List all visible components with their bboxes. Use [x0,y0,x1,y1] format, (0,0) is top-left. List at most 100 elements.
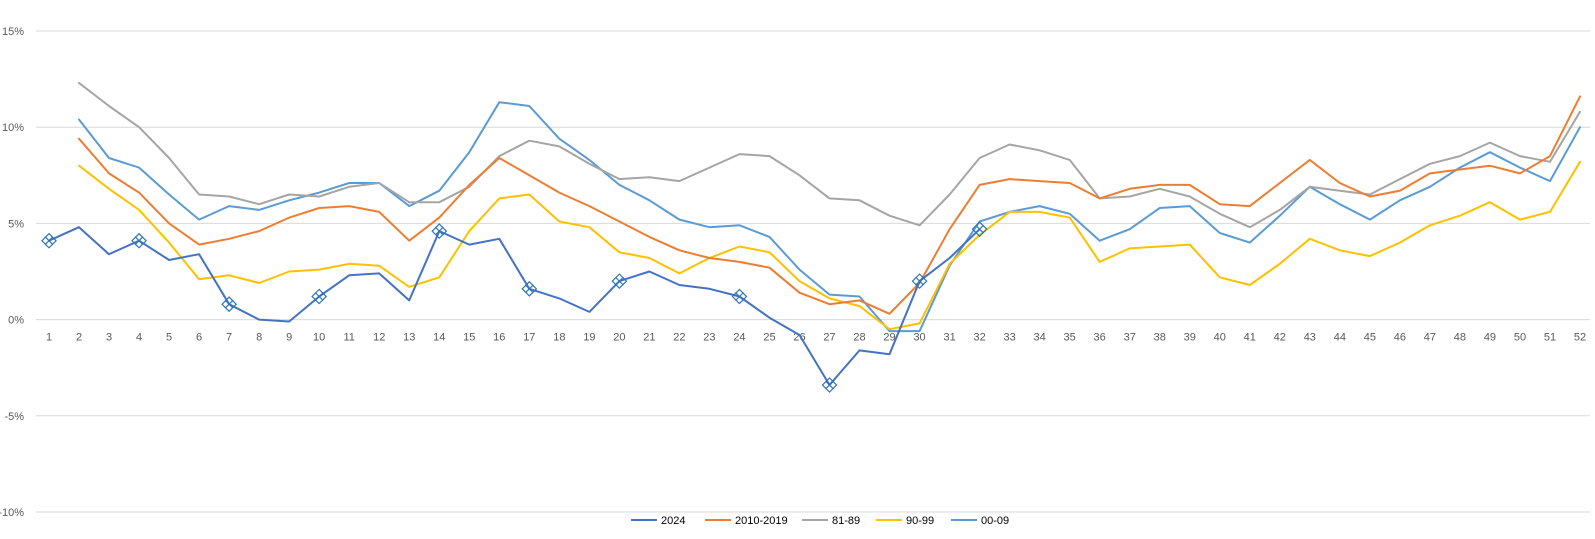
series-lines [48,81,1581,386]
x-tick-label: 10 [313,332,325,344]
series-line-2024 [48,226,981,386]
highlight-marker [431,223,448,240]
legend-item-2024: 2024 [631,515,685,527]
gridlines [36,30,1590,513]
x-tick-label: 23 [703,332,715,344]
x-tick-label: 4 [136,332,142,344]
x-tick-label: 15 [463,332,475,344]
x-tick-label: 31 [943,332,955,344]
marker-cross-b [975,224,985,234]
x-tick-label: 48 [1454,332,1466,344]
y-tick-label: 0% [8,315,24,327]
x-tick-label: 32 [973,332,985,344]
highlight-marker [731,288,748,305]
marker-cross-b [134,236,144,246]
highlight-marker [911,273,928,290]
x-tick-label: 29 [883,332,895,344]
x-tick-label: 37 [1124,332,1136,344]
marker-cross-b [434,226,444,236]
highlight-marker [131,232,147,249]
x-tick-label: 51 [1544,332,1556,344]
highlight-markers [41,221,988,393]
legend-item-81-89: 81-89 [802,515,860,527]
x-tick-label: 13 [403,332,415,344]
x-tick-label: 22 [673,332,685,344]
x-tick-label: 1 [46,332,52,344]
highlight-marker [611,273,628,290]
marker-cross-b [224,299,234,309]
marker-cross-b [915,276,924,286]
legend-label: 90-99 [906,515,934,527]
x-tick-label: 43 [1304,332,1316,344]
x-tick-label: 5 [166,332,172,344]
x-tick-label: 11 [343,332,354,344]
x-tick-label: 12 [373,332,385,344]
x-tick-label: 33 [1004,332,1016,344]
x-tick-label: 25 [763,332,775,344]
x-tick-label: 3 [106,332,112,344]
x-tick-label: 24 [733,332,745,344]
x-tick-label: 16 [493,332,505,344]
x-tick-label: 40 [1214,332,1226,344]
x-tick-label: 47 [1424,332,1436,344]
marker-cross-b [44,236,54,246]
x-tick-label: 9 [286,332,292,344]
x-tick-label: 41 [1244,332,1256,344]
x-tick-label: 46 [1394,332,1406,344]
x-axis-ticks: 1 2 3 4 5 6 7 8 9 10 11 12 13 14 15 16 17 18 19 20 21 22 23 24 2… [46,332,1586,344]
y-tick-label: 15% [2,26,24,38]
x-tick-label: 35 [1064,332,1076,344]
highlight-marker [821,377,838,393]
x-tick-label: 36 [1094,332,1106,344]
y-tick-label: 5% [8,218,24,230]
series-line-2010-2019 [78,95,1581,315]
marker-cross-b [614,276,624,286]
x-tick-label: 6 [196,332,202,344]
y-tick-label: -5% [4,411,24,423]
highlight-marker [311,288,328,305]
series-line-81-89 [78,81,1581,229]
x-tick-label: 27 [823,332,835,344]
x-tick-label: 21 [643,332,655,344]
highlight-marker [521,280,538,297]
marker-cross-b [524,284,534,294]
highlight-marker [41,232,57,249]
legend-item-90-99: 90-99 [876,515,934,527]
x-tick-label: 52 [1574,332,1586,344]
x-tick-label: 50 [1514,332,1526,344]
x-tick-label: 2 [76,332,82,344]
x-tick-label: 18 [553,332,565,344]
legend-label: 81-89 [832,515,860,527]
x-tick-label: 49 [1484,332,1496,344]
x-tick-label: 42 [1274,332,1286,344]
x-tick-label: 8 [256,332,262,344]
legend-item-2010-2019: 2010-2019 [705,515,788,527]
marker-cross-b [735,292,744,301]
x-tick-label: 28 [853,332,865,344]
x-tick-label: 38 [1154,332,1166,344]
y-tick-label: 10% [2,122,24,134]
marker-cross-b [314,292,324,301]
legend-label: 2024 [661,515,685,527]
x-tick-label: 44 [1334,332,1346,344]
marker-cross-b [825,380,834,390]
x-tick-label: 7 [226,332,232,344]
x-tick-label: 34 [1034,332,1046,344]
y-tick-label: -10% [0,507,24,519]
highlight-marker [971,221,988,238]
x-tick-label: 30 [913,332,925,344]
x-tick-label: 39 [1184,332,1196,344]
x-tick-label: 20 [613,332,625,344]
x-tick-label: 17 [523,332,535,344]
y-axis-ticks: -10% -5% 0% 5% 10% 15% [0,26,24,519]
series-line-00-09 [78,101,1581,333]
legend-label: 2010-2019 [735,515,788,527]
x-tick-label: 14 [433,332,445,344]
highlight-marker [221,296,238,313]
x-tick-label: 45 [1364,332,1376,344]
series-line-90-99 [78,160,1581,331]
x-tick-label: 19 [583,332,595,344]
legend: 2024 2010-2019 81-89 90-99 00-09 [631,515,1009,527]
